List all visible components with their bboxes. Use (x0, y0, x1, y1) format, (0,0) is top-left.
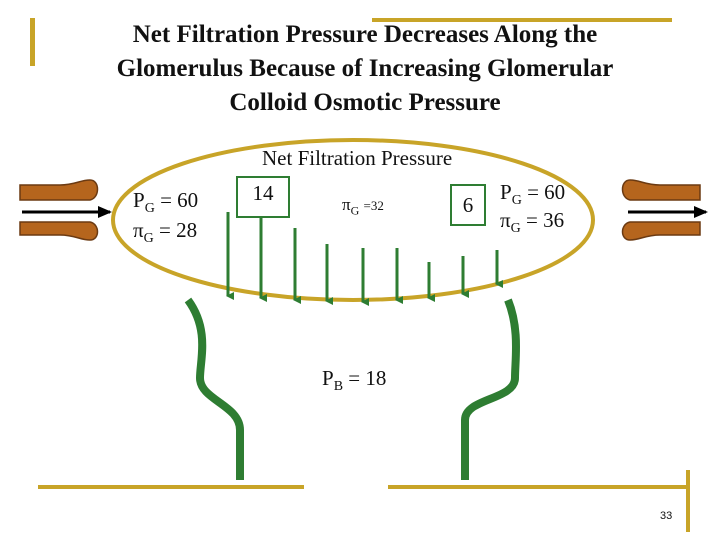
glomerulus-capillary (111, 138, 595, 302)
afferent-pi-symbol: π (133, 218, 144, 242)
middle-pi-sub: G (350, 203, 360, 218)
bowman-capsule-left (184, 297, 244, 480)
nfp-end-value: 6 (462, 193, 474, 217)
middle-pi-symbol: π (342, 195, 351, 214)
bowman-symbol: P (322, 366, 334, 390)
nfp-start-box: 14 (236, 176, 290, 218)
afferent-pi-label: πG = 28 (133, 218, 197, 251)
efferent-pi-sub: G (510, 221, 521, 237)
decor-line-top-left (30, 18, 35, 66)
nfp-heading: Net Filtration Pressure (262, 146, 453, 170)
decor-line-bottom-right (388, 485, 686, 489)
afferent-pg-value: = 60 (160, 188, 199, 212)
efferent-pg-value: = 60 (527, 180, 566, 204)
nfp-end-box: 6 (450, 184, 486, 226)
decor-line-top-right (372, 18, 672, 22)
efferent-vessel-top (621, 179, 701, 201)
afferent-pg-sub: G (144, 201, 155, 217)
efferent-pi-value: = 36 (525, 208, 565, 232)
efferent-pi-symbol: π (500, 208, 511, 232)
slide-title: Net Filtration Pressure Decreases Along … (40, 18, 690, 120)
decor-line-bottom-left (38, 485, 304, 489)
decor-line-bottom-vertical (686, 470, 690, 532)
page-number: 33 (660, 510, 673, 522)
efferent-pg-sub: G (511, 193, 522, 209)
afferent-pi-sub: G (143, 231, 154, 247)
efferent-pg-symbol: P (500, 180, 512, 204)
afferent-pg-symbol: P (133, 188, 145, 212)
afferent-pi-value: = 28 (158, 218, 198, 242)
title-line-3: Colloid Osmotic Pressure (229, 89, 501, 116)
efferent-pg-label: PG = 60 (500, 180, 565, 213)
bowman-value: = 18 (348, 366, 387, 390)
bowman-pressure-label: PB = 18 (322, 366, 386, 399)
bowman-capsule-right (461, 298, 521, 480)
middle-pi-label: πG =32 (342, 195, 384, 220)
title-line-1: Net Filtration Pressure Decreases Along … (132, 21, 598, 48)
middle-pi-value: =32 (363, 198, 384, 213)
afferent-vessel-bottom (19, 221, 99, 241)
nfp-start-value: 14 (252, 181, 274, 205)
efferent-vessel-bottom (621, 221, 701, 241)
afferent-pg-label: PG = 60 (133, 188, 198, 221)
bowman-sub: B (333, 379, 344, 395)
efferent-pi-label: πG = 36 (500, 208, 564, 241)
title-line-2: Glomerulus Because of Increasing Glomeru… (116, 55, 614, 82)
afferent-vessel-top (19, 179, 99, 201)
